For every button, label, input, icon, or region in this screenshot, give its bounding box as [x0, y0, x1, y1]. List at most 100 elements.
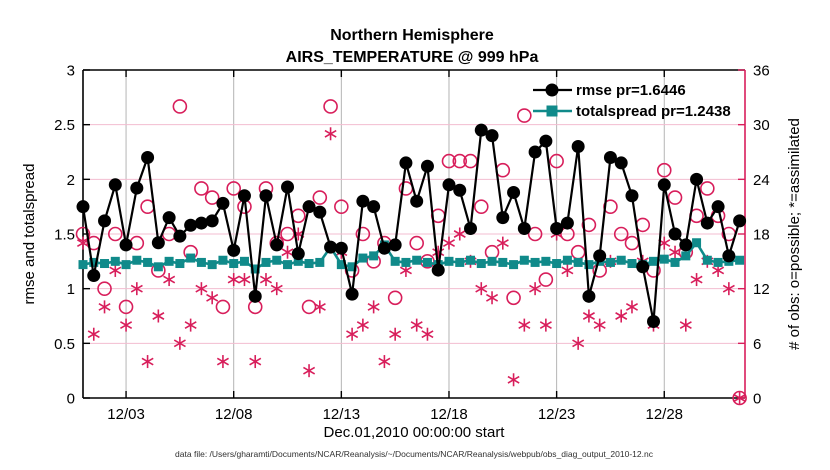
totalspread-marker [584, 260, 594, 270]
rmse-marker [87, 269, 101, 283]
rmse-marker [76, 200, 90, 214]
assimilated-obs-marker [216, 355, 229, 369]
totalspread-marker [100, 259, 110, 269]
totalspread-marker [498, 257, 508, 267]
totalspread-marker [272, 255, 282, 265]
y-left-tick-label: 2 [67, 172, 75, 189]
possible-obs-marker [215, 299, 231, 315]
rmse-marker [420, 159, 434, 173]
totalspread-marker [207, 260, 217, 270]
rmse-marker [474, 123, 488, 137]
totalspread-marker [218, 255, 228, 265]
assimilated-obs-marker [442, 236, 456, 250]
totalspread-marker [132, 255, 142, 265]
totalspread-marker [466, 255, 476, 265]
assimilated-obs-marker [529, 282, 542, 296]
y-right-tick-label: 24 [753, 172, 770, 189]
totalspread-marker [239, 256, 249, 266]
assimilated-obs-marker [378, 355, 391, 369]
assimilated-obs-marker [615, 309, 628, 323]
totalspread-marker [713, 257, 723, 267]
rmse-marker [205, 214, 219, 228]
possible-obs-marker [441, 153, 457, 169]
assimilated-obs-marker [238, 273, 251, 287]
possible-obs-marker [387, 290, 403, 306]
rmse-marker [173, 229, 187, 243]
rmse-marker [485, 129, 499, 143]
chart-title-line2: AIRS_TEMPERATURE @ 999 hPa [286, 49, 539, 66]
assimilated-obs-marker [281, 245, 294, 259]
assimilated-obs-marker [593, 318, 606, 332]
assimilated-obs-marker [313, 300, 326, 314]
totalspread-marker [121, 260, 131, 270]
assimilated-obs-marker [249, 355, 262, 369]
rmse-marker [700, 216, 714, 230]
possible-obs-marker [452, 153, 468, 169]
assimilated-obs-marker [141, 355, 154, 369]
rmse-marker [571, 140, 585, 154]
totalspread-marker [89, 257, 99, 267]
totalspread-marker [659, 254, 669, 264]
assimilated-obs-marker [270, 282, 283, 296]
y-left-tick-label: 1 [67, 281, 75, 298]
totalspread-marker [444, 256, 454, 266]
rmse-marker [313, 205, 327, 219]
rmse-marker [453, 183, 467, 197]
assimilated-obs-marker [346, 327, 359, 341]
plot-area: 12/03 12/08 12/13 12/18 12/23 12/28 0 0.5 1 1.5 2 2… [54, 63, 770, 424]
totalspread-marker [293, 256, 303, 266]
rmse-marker [593, 249, 607, 263]
totalspread-marker [681, 251, 691, 261]
rmse-marker [636, 260, 650, 274]
assimilated-obs-marker [539, 318, 552, 332]
rmse-marker [668, 227, 682, 241]
x-tick-label: 12/13 [323, 406, 361, 423]
assimilated-obs-marker [432, 245, 445, 259]
legend-rmse-marker [545, 83, 559, 97]
rmse-marker [367, 200, 381, 214]
possible-obs-marker [527, 226, 543, 242]
assimilated-obs-marker [130, 282, 143, 296]
rmse-marker [388, 238, 402, 252]
y-left-tick-label: 0 [67, 391, 75, 408]
assimilated-obs-marker [173, 336, 186, 350]
possible-obs-marker [301, 299, 317, 315]
totalspread-marker [347, 262, 357, 272]
totalspread-marker [186, 253, 196, 263]
rmse-marker [162, 211, 176, 225]
rmse-marker [324, 240, 338, 254]
possible-obs-marker [323, 99, 338, 114]
assimilated-obs-marker [690, 273, 703, 287]
legend: rmse pr=1.6446 totalspread pr=1.2438 [533, 82, 731, 120]
totalspread-marker [261, 257, 271, 267]
y-left-tick-label: 0.5 [54, 336, 75, 353]
y-right-tick-label: 18 [753, 227, 770, 244]
rmse-marker [345, 287, 359, 301]
x-tick-label: 12/08 [215, 406, 253, 423]
assimilated-obs-marker [486, 291, 499, 305]
rmse-marker [302, 200, 316, 214]
totalspread-marker [530, 257, 540, 267]
totalspread-marker [735, 255, 745, 265]
rmse-marker [377, 241, 391, 255]
rmse-marker [216, 196, 230, 210]
legend-totalspread-marker [546, 105, 558, 117]
y-axis-label-left: rmse and totalspread [21, 164, 38, 305]
x-tick-label: 12/18 [430, 406, 468, 423]
rmse-marker [119, 238, 133, 252]
totalspread-marker [476, 259, 486, 269]
assimilated-obs-marker [324, 127, 337, 141]
totalspread-marker [358, 253, 368, 263]
assimilated-obs-marker [76, 236, 90, 250]
totalspread-marker [153, 262, 163, 272]
possible-obs-marker [194, 181, 209, 196]
rmse-marker [496, 211, 510, 225]
totalspread-series [78, 238, 745, 274]
possible-obs-marker [700, 181, 715, 196]
assimilated-obs-marker [109, 263, 122, 277]
assimilated-obs-marker [367, 300, 380, 314]
assimilated-obs-marker [389, 327, 402, 341]
rmse-marker [539, 134, 553, 148]
rmse-marker [151, 236, 165, 250]
assimilated-obs-marker [496, 236, 509, 250]
